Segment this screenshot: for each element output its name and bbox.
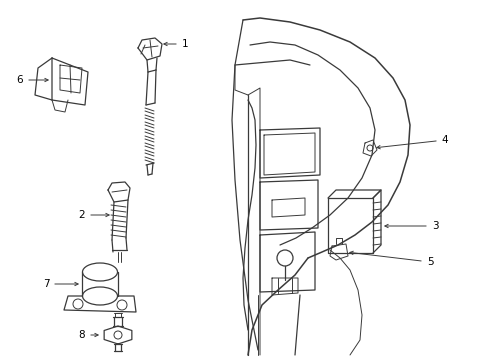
Text: 2: 2	[79, 210, 109, 220]
Text: 8: 8	[79, 330, 98, 340]
Text: 7: 7	[42, 279, 78, 289]
Text: 3: 3	[384, 221, 437, 231]
Text: 1: 1	[163, 39, 188, 49]
Text: 4: 4	[376, 135, 447, 149]
Text: 6: 6	[17, 75, 48, 85]
Text: 5: 5	[349, 251, 432, 267]
